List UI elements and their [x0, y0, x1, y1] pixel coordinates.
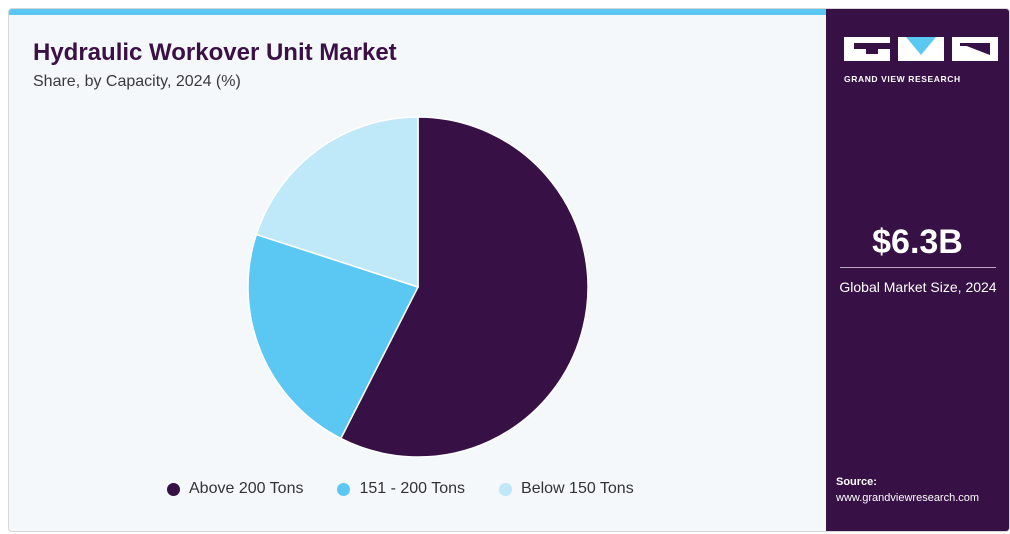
gvr-logo: GRAND VIEW RESEARCH — [844, 35, 998, 84]
divider — [840, 267, 996, 268]
pie-chart — [247, 116, 589, 458]
pie-slice-151-200-tons — [247, 233, 420, 440]
legend-item: 151 - 200 Tons — [337, 480, 465, 498]
legend-label: Below 150 Tons — [521, 480, 634, 497]
accent-bar — [9, 9, 826, 15]
gvr-logo-icon — [844, 37, 998, 61]
market-size-value: $6.3B — [872, 223, 963, 261]
chart-card: Hydraulic Workover Unit Market Share, by… — [8, 8, 1010, 532]
legend-label: Above 200 Tons — [189, 480, 304, 497]
legend-swatch — [167, 482, 180, 496]
legend-label: 151 - 200 Tons — [359, 480, 466, 497]
legend-swatch — [337, 482, 351, 496]
chart-legend: Above 200 Tons 151 - 200 Tons Below 150 … — [167, 480, 668, 498]
info-sidebar: GRAND VIEW RESEARCH $6.3B Global Market … — [826, 9, 1009, 531]
legend-swatch — [499, 482, 513, 496]
source-url: www.grandviewresearch.com — [836, 492, 980, 504]
legend-item: Above 200 Tons — [167, 480, 303, 498]
pie-slice-below-150-tons — [255, 116, 419, 289]
pie-slice-above-200-tons — [339, 116, 589, 458]
chart-subtitle: Share, by Capacity, 2024 (%) — [33, 73, 241, 90]
legend-item: Below 150 Tons — [499, 480, 634, 498]
market-size-label: Global Market Size, 2024 — [839, 279, 997, 295]
chart-title: Hydraulic Workover Unit Market — [33, 39, 397, 66]
source-label: Source: — [836, 476, 877, 488]
brand-name: GRAND VIEW RESEARCH — [844, 74, 961, 84]
